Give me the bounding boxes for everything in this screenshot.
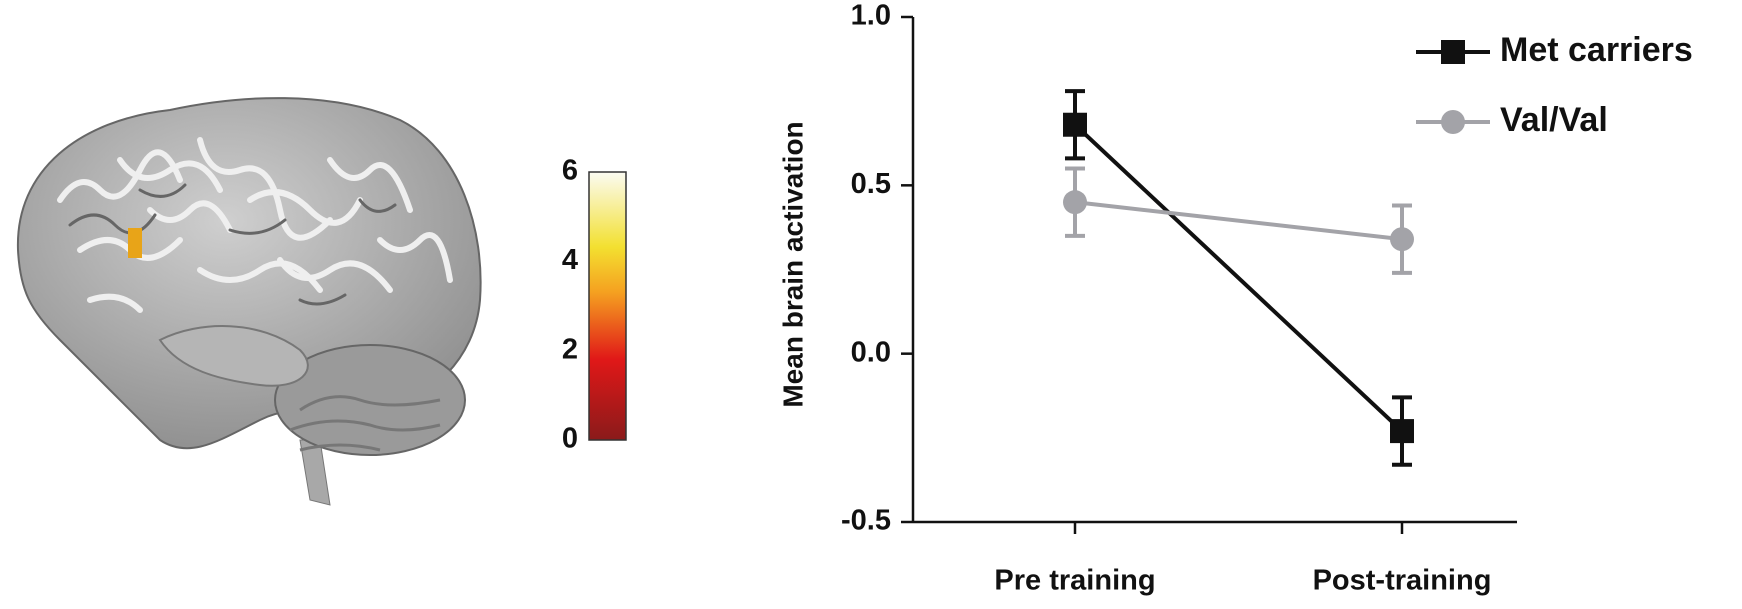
x-tick-label: Pre training bbox=[994, 565, 1155, 597]
y-tick-label: -0.5 bbox=[841, 505, 891, 537]
colorbar-gradient bbox=[588, 171, 627, 441]
marker bbox=[1390, 419, 1414, 444]
y-axis-label: Mean brain activation bbox=[777, 121, 808, 407]
marker bbox=[1390, 227, 1414, 252]
colorbar-tick-label: 6 bbox=[562, 155, 578, 187]
legend-label: Val/Val bbox=[1500, 101, 1608, 139]
legend-marker bbox=[1441, 110, 1465, 134]
marker bbox=[1063, 190, 1087, 215]
marker bbox=[1063, 112, 1087, 137]
series-line bbox=[1073, 123, 1404, 433]
series-line bbox=[1074, 200, 1403, 242]
brain-image bbox=[16, 97, 482, 506]
y-tick-label: 1.0 bbox=[851, 0, 891, 32]
y-tick-label: 0.5 bbox=[851, 168, 891, 200]
y-tick-label: 0.0 bbox=[851, 336, 891, 368]
line-chart: -0.5 0.0 0.5 1.0 Pre training Post-training Me… bbox=[777, 0, 1692, 597]
colorbar-tick-label: 2 bbox=[562, 333, 578, 365]
colorbar-tick-label: 4 bbox=[562, 244, 578, 276]
x-tick-label: Post-training bbox=[1313, 565, 1492, 597]
legend-marker bbox=[1441, 40, 1465, 64]
colorbar-tick-label: 0 bbox=[562, 423, 578, 455]
colorbar: 0 2 4 6 bbox=[562, 155, 627, 455]
legend-label: Met carriers bbox=[1500, 31, 1693, 69]
